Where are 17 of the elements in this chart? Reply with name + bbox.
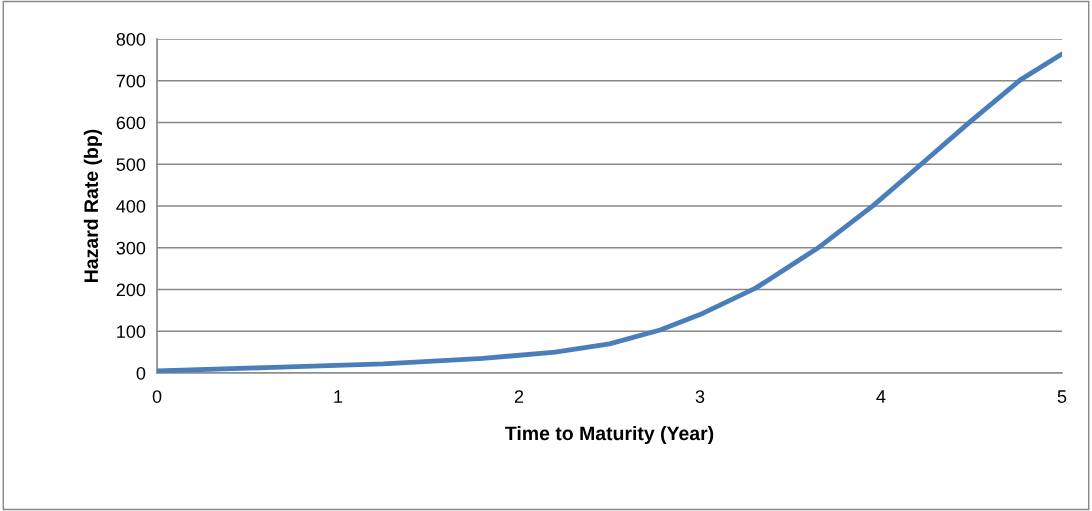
y-tick-label: 500 [116,158,146,171]
y-tick-label: 200 [116,283,146,297]
y-tick-label: 300 [116,241,146,255]
y-tick-label: 800 [116,32,146,46]
x-tick-label: 2 [514,390,524,403]
y-tick-label: 700 [116,74,146,88]
y-tick-label: 0 [136,366,146,380]
x-tick-label: 3 [695,390,705,403]
y-axis-title: Hazard Rate (bp) [83,129,102,282]
x-axis-title: Time to Maturity (Year) [505,425,714,445]
x-tick-label: 5 [1057,390,1067,403]
x-tick-label: 4 [876,390,886,403]
y-tick-label: 600 [116,116,146,130]
x-tick-label: 0 [152,390,162,403]
y-tick-label: 400 [116,199,146,213]
x-tick-label: 1 [334,390,343,403]
y-tick-label: 100 [117,325,146,338]
